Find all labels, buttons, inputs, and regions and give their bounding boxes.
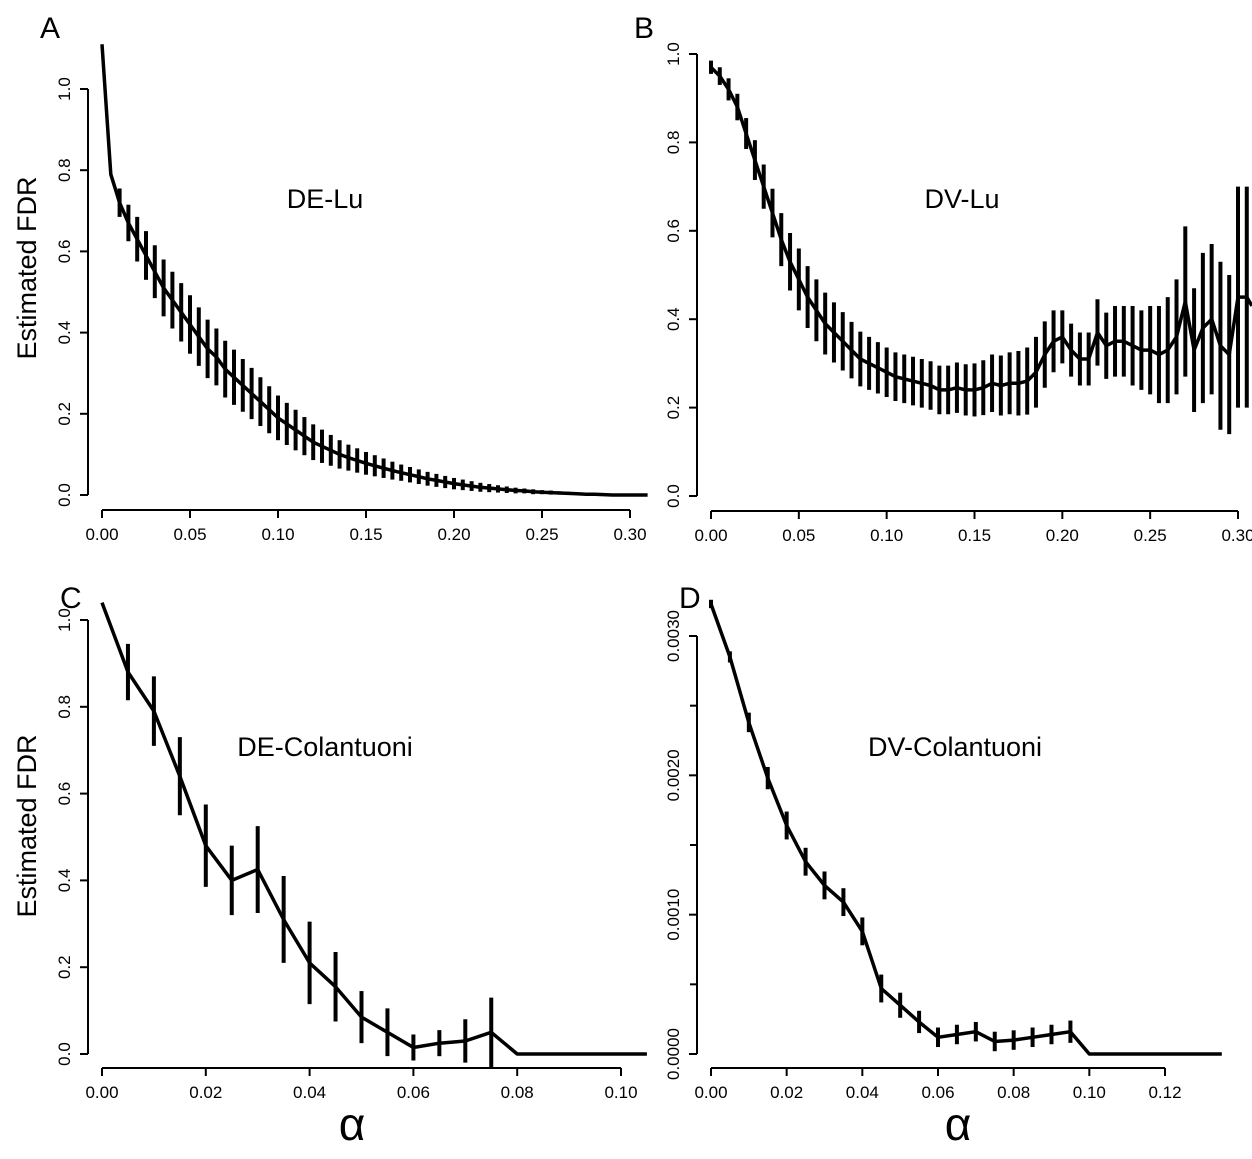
x-tick-label: 0.10: [604, 1083, 637, 1102]
y-tick-label: 0.2: [55, 402, 74, 426]
x-tick-label: 0.10: [261, 525, 294, 544]
panel-c: 0.00 0.02 0.04 0.06 0.08 0.100.00.20.40.60.81…: [12, 582, 647, 1150]
panel-d: 0.00 0.02 0.04 0.06 0.08 0.10 0.120.00000.0010…: [664, 582, 1222, 1150]
x-tick-label: 0.05: [173, 525, 206, 544]
series-line: [711, 604, 1222, 1054]
y-axis-label: Estimated FDR: [12, 176, 42, 359]
y-tick-label: 1.0: [664, 42, 683, 66]
series-line: [102, 603, 647, 1054]
y-tick-label: 0.8: [55, 695, 74, 719]
x-tick-label: 0.08: [501, 1083, 534, 1102]
y-tick-label: 0.2: [55, 955, 74, 979]
series-line: [102, 44, 648, 495]
x-tick-label: 0.25: [525, 525, 558, 544]
x-tick-label: 0.00: [694, 1083, 727, 1102]
y-tick-label: 0.4: [55, 321, 74, 345]
x-tick-label: 0.30: [613, 525, 646, 544]
x-tick-label: 0.30: [1221, 526, 1252, 545]
panel-letter: C: [60, 582, 82, 615]
x-tick-label: 0.20: [1046, 526, 1079, 545]
x-tick-label: 0.04: [846, 1083, 879, 1102]
panel-annotation: DE-Lu: [287, 184, 364, 214]
panel-annotation: DV-Colantuoni: [868, 732, 1042, 762]
x-tick-label: 0.00: [85, 525, 118, 544]
x-tick-label: 0.02: [189, 1083, 222, 1102]
y-tick-label: 0.8: [55, 158, 74, 182]
panel-letter: B: [634, 12, 654, 45]
y-tick-label: 0.6: [55, 240, 74, 264]
x-tick-label: 0.00: [85, 1083, 118, 1102]
y-tick-label: 0.0000: [664, 1028, 683, 1080]
y-tick-label: 1.0: [55, 77, 74, 101]
y-tick-label: 0.0030: [664, 610, 683, 662]
y-tick-label: 0.2: [664, 396, 683, 420]
y-tick-label: 0.6: [55, 782, 74, 806]
y-tick-label: 0.4: [664, 307, 683, 331]
x-tick-label: 0.25: [1134, 526, 1167, 545]
x-tick-label: 0.12: [1148, 1083, 1181, 1102]
y-tick-label: 0.4: [55, 869, 74, 893]
panel-letter: A: [40, 12, 60, 45]
panel-annotation: DE-Colantuoni: [237, 732, 413, 762]
y-tick-label: 0.0020: [664, 749, 683, 801]
y-tick-label: 0.8: [664, 131, 683, 155]
panel-b: 0.00 0.05 0.10 0.15 0.20 0.25 0.30 0.0 0.2 0.4 0.6…: [634, 12, 1252, 545]
x-tick-label: 0.04: [293, 1083, 326, 1102]
x-tick-label: 0.10: [1073, 1083, 1106, 1102]
x-tick-label: 0.08: [997, 1083, 1030, 1102]
x-tick-label: 0.10: [870, 526, 903, 545]
x-axis-label: α: [945, 1098, 972, 1150]
y-tick-label: 0.6: [664, 219, 683, 243]
x-tick-label: 0.02: [770, 1083, 803, 1102]
y-tick-label: 0.0010: [664, 889, 683, 941]
panel-a: 0.00 0.05 0.10 0.15 0.20 0.25 0.30 0.0 0.2 0.4 0.6…: [12, 12, 648, 544]
y-tick-label: 0.0: [55, 483, 74, 507]
y-axis-label: Estimated FDR: [12, 734, 42, 917]
panel-letter: D: [679, 582, 701, 615]
x-tick-label: 0.06: [397, 1083, 430, 1102]
x-tick-label: 0.15: [958, 526, 991, 545]
x-tick-label: 0.20: [437, 525, 470, 544]
y-tick-label: 0.0: [55, 1042, 74, 1066]
x-tick-label: 0.00: [694, 526, 727, 545]
x-tick-label: 0.05: [782, 526, 815, 545]
panel-annotation: DV-Lu: [924, 184, 999, 214]
x-axis-label: α: [339, 1098, 366, 1150]
series-line: [711, 67, 1252, 390]
x-tick-label: 0.15: [349, 525, 382, 544]
y-tick-label: 0.0: [664, 484, 683, 508]
